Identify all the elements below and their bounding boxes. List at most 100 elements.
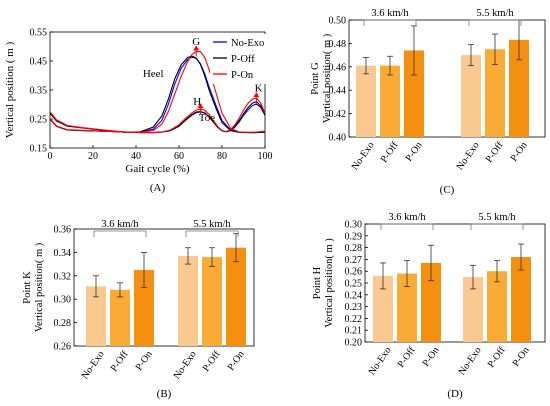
panel-c-category-label: P-Off bbox=[484, 140, 506, 165]
panel-a-legend-label: P-On bbox=[231, 70, 254, 81]
panel-c-y-tick-label: 0.48 bbox=[329, 39, 347, 50]
panel-c-y-tick-label: 0.50 bbox=[329, 16, 347, 27]
panel-c-bar-p-off bbox=[485, 49, 505, 137]
panel-b-category-label: No-Exo bbox=[80, 349, 107, 381]
panel-d-y-tick-label: 0.24 bbox=[345, 290, 363, 301]
panel-b-group-bracket bbox=[185, 230, 239, 237]
panel-a-x-tick-label: 80 bbox=[217, 151, 227, 162]
panel-d-y-tick-label: 0.29 bbox=[345, 231, 363, 242]
panel-d-y-tick-label: 0.23 bbox=[345, 302, 363, 313]
panel-b-y-tick-label: 0.26 bbox=[54, 342, 72, 353]
panel-d-y-tick-label: 0.22 bbox=[345, 314, 363, 325]
panel-a-y-tick-label: 0.15 bbox=[30, 144, 48, 155]
panel-d-category-label: P-On bbox=[421, 345, 442, 369]
panel-a-annotation-g: G bbox=[192, 36, 200, 48]
panel-b-y-tick-label: 0.34 bbox=[54, 248, 72, 259]
panel-b-group-label: 3.6 km/h bbox=[101, 219, 139, 230]
panel-c-category-label: P-Off bbox=[379, 140, 401, 165]
panel-d-group-label: 5.5 km/h bbox=[478, 212, 516, 223]
panel-a-annotation-h: H bbox=[193, 96, 201, 108]
panel-a-series-p-on-heel-line bbox=[49, 50, 266, 133]
panel-b-y-tick-label: 0.36 bbox=[54, 225, 72, 236]
panel-c-category-label: P-On bbox=[404, 140, 425, 164]
panel-d-category-label: P-Off bbox=[396, 345, 418, 370]
panel-d-bar-p-on bbox=[511, 257, 531, 342]
panel-d-y-tick-label: 0.30 bbox=[345, 220, 363, 231]
panel-d-y-tick-label: 0.26 bbox=[345, 267, 363, 278]
panel-a-series-p-on-toe-line bbox=[49, 97, 266, 134]
panel-c-group-bracket bbox=[468, 19, 522, 26]
panel-a-x-tick-label: 0 bbox=[48, 151, 53, 162]
panel-c-label: (C) bbox=[440, 184, 455, 196]
panel-d-category-label: P-On bbox=[511, 345, 532, 369]
panel-c-bar-p-on bbox=[509, 39, 529, 137]
panel-d-category-label: No-Exo bbox=[457, 345, 484, 377]
panel-d-y-tick-label: 0.28 bbox=[345, 243, 363, 254]
panel-b-y-axis-label-point: Point K bbox=[22, 271, 33, 304]
panel-c-category-label: No-Exo bbox=[455, 140, 482, 172]
panel-a-y-tick-label: 0.35 bbox=[30, 86, 48, 97]
panel-c-y-tick-label: 0.40 bbox=[329, 133, 347, 144]
panel-d-bar-p-off bbox=[397, 273, 417, 342]
panel-a-legend-label: P-Off bbox=[231, 54, 255, 65]
panel-c-y-tick-label: 0.44 bbox=[329, 86, 347, 97]
panel-d-group-bracket bbox=[470, 223, 524, 230]
panel-b-y-axis-label: Vertical position( m ) bbox=[34, 242, 45, 332]
panel-b-bar-p-off bbox=[202, 257, 222, 346]
panel-a-peak-marker-arrow bbox=[193, 45, 200, 51]
panel-c-bar-no-exo bbox=[356, 65, 376, 137]
panel-b-group-label: 5.5 km/h bbox=[193, 219, 231, 230]
panel-b-bar-p-on bbox=[134, 269, 154, 346]
panel-a-annotation-k: K bbox=[255, 82, 263, 94]
panel-a-legend-label: No-Exo bbox=[231, 38, 264, 49]
panel-d-y-axis-label: Vertical position( m ) bbox=[324, 238, 335, 328]
panel-d-category-label: P-Off bbox=[486, 345, 508, 370]
panel-b-y-tick-label: 0.32 bbox=[54, 271, 72, 282]
panel-a-y-tick-label: 0.55 bbox=[30, 28, 48, 39]
panel-d-bar-p-off bbox=[487, 271, 507, 342]
panel-d-y-tick-label: 0.21 bbox=[345, 326, 363, 337]
panel-c-category-label: No-Exo bbox=[350, 140, 377, 172]
panel-b-category-label: P-On bbox=[226, 349, 247, 373]
panel-d-category-label: No-Exo bbox=[367, 345, 394, 377]
panel-c-plot-frame bbox=[348, 19, 546, 138]
panel-b-plot-frame bbox=[73, 228, 255, 347]
panel-a-x-tick-label: 40 bbox=[131, 151, 141, 162]
panel-c-bar-p-off bbox=[380, 65, 400, 137]
panel-b-bar-p-off bbox=[110, 289, 130, 346]
panel-b-label: (B) bbox=[157, 388, 172, 400]
panel-b-bar-no-exo bbox=[178, 255, 198, 346]
panel-c-y-tick-label: 0.46 bbox=[329, 62, 347, 73]
panel-a-peak-marker-arrow bbox=[197, 103, 204, 109]
panel-b-group-bracket bbox=[93, 230, 147, 237]
panel-d-bar-p-on bbox=[421, 262, 441, 342]
panel-a-y-axis-label: Vertical position ( m ) bbox=[4, 41, 16, 138]
panel-d-bar-no-exo bbox=[463, 277, 483, 342]
panel-b-category-label: P-Off bbox=[201, 349, 223, 374]
panel-b-category-label: P-Off bbox=[109, 349, 131, 374]
panel-c-bar-p-on bbox=[404, 50, 424, 137]
panel-a-y-tick-label: 0.25 bbox=[30, 115, 48, 126]
panel-d-group-label: 3.6 km/h bbox=[388, 212, 426, 223]
panel-c-group-label: 3.6 km/h bbox=[371, 8, 409, 19]
panel-b-y-tick-label: 0.28 bbox=[54, 318, 72, 329]
panel-d-y-tick-label: 0.25 bbox=[345, 279, 363, 290]
panel-a-annotation-heel: Heel bbox=[143, 68, 164, 80]
panel-c-group-bracket bbox=[363, 19, 417, 26]
panel-a-x-axis-label: Gait cycle (%) bbox=[125, 163, 189, 175]
panel-a-peak-marker-arrow bbox=[253, 92, 260, 98]
panel-d-label: (D) bbox=[447, 388, 463, 400]
panel-d-y-axis-label-point: Point H bbox=[312, 266, 323, 299]
panel-a-x-tick-label: 60 bbox=[174, 151, 184, 162]
panel-d-group-bracket bbox=[380, 223, 434, 230]
panel-a-annotation-toe: Toe bbox=[199, 112, 215, 124]
panel-a-x-tick-label: 20 bbox=[88, 151, 98, 162]
panel-b-bar-no-exo bbox=[86, 286, 106, 346]
panel-d-bar-no-exo bbox=[373, 275, 393, 342]
panel-a-x-tick-label: 100 bbox=[258, 151, 273, 162]
panel-b-bar-p-on bbox=[226, 247, 246, 346]
panel-b-category-label: P-On bbox=[134, 349, 155, 373]
panel-c-y-axis-label: Vertical position( m ) bbox=[322, 33, 333, 123]
panel-c-bar-no-exo bbox=[461, 55, 481, 137]
